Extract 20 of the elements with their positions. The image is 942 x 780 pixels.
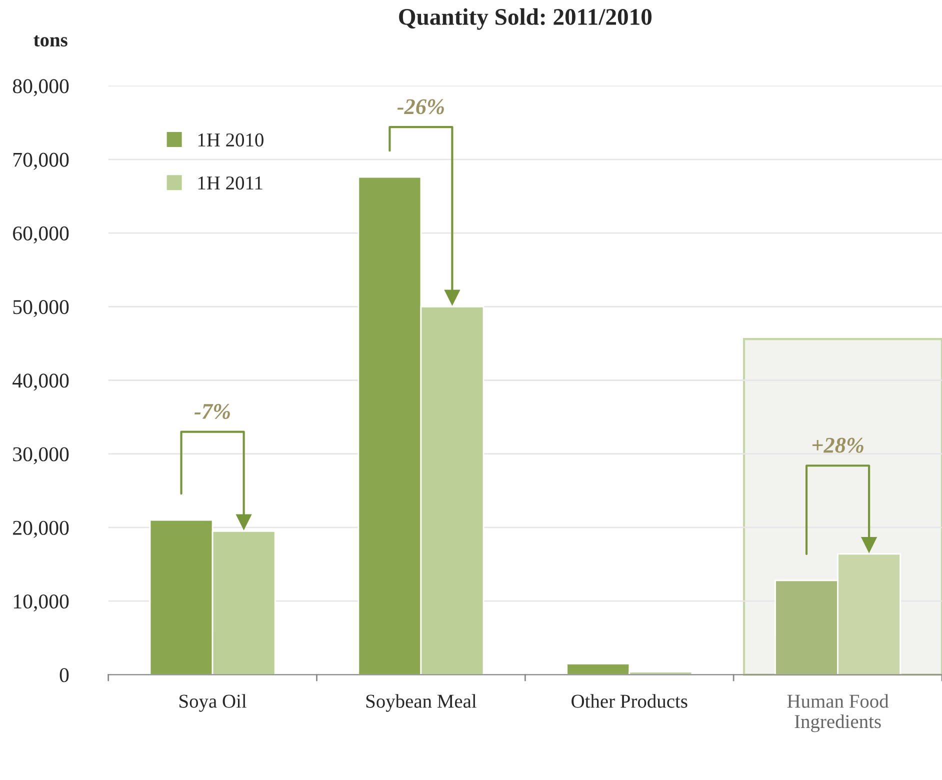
annotation: +28%	[812, 438, 864, 453]
y-tick-label: 30,000	[13, 447, 69, 464]
legend-label: 1H 2010	[198, 133, 264, 147]
y-tick-label: 60,000	[13, 226, 69, 244]
y-tick-label: 10,000	[14, 594, 69, 612]
y-axis-title: tons	[34, 35, 68, 47]
x-tick-label: Human Food Ingredients	[787, 694, 889, 732]
y-tick-label: 40,000	[12, 374, 69, 391]
x-tick-label: Soybean Meal	[366, 694, 476, 712]
y-tick-label: 80,000	[12, 79, 69, 96]
legend-label: 1H 2011	[198, 176, 262, 190]
annotation: -26%	[397, 99, 444, 114]
y-tick-label: 70,000	[14, 152, 69, 170]
x-tick-label: Other Products	[572, 694, 688, 708]
annotation: -7%	[194, 404, 230, 420]
chart-title: Quantity Sold: 2011/2010	[399, 8, 652, 30]
y-tick-label: 50,000	[13, 300, 69, 318]
y-tick-label: 20,000	[13, 520, 69, 538]
x-tick-label: Soya Oil	[180, 694, 246, 712]
y-tick-label: 0	[60, 668, 69, 682]
